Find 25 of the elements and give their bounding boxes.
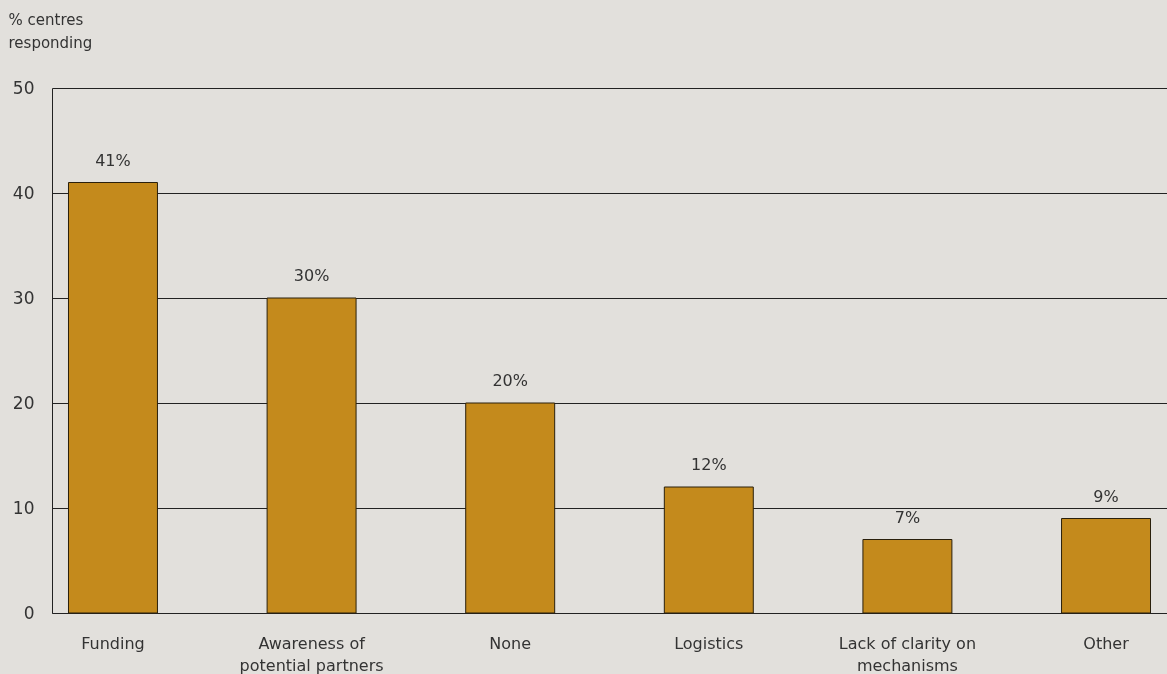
- x-tick-label: Other: [1083, 633, 1130, 653]
- data-label: 9%: [1093, 486, 1119, 506]
- data-label: 30%: [293, 266, 330, 285]
- x-tick-label: Lack of clarity on mechanisms: [838, 633, 977, 674]
- bar: [663, 486, 754, 614]
- bar: [1061, 518, 1152, 614]
- y-tick-label: 0: [23, 602, 35, 623]
- y-tick-label: 50: [12, 77, 35, 98]
- y-tick-label: 30: [12, 287, 35, 308]
- y-tick-label: 10: [12, 497, 35, 518]
- x-tick-label: Logistics: [674, 633, 744, 653]
- bar: [465, 402, 556, 614]
- y-axis-title: % centres responding: [8, 10, 93, 52]
- data-label: 12%: [691, 455, 727, 474]
- y-tick-label: 20: [12, 392, 35, 413]
- data-label: 7%: [894, 507, 921, 527]
- x-tick-label: Awareness of potential partners: [239, 633, 384, 674]
- x-tick-label: None: [489, 633, 532, 653]
- y-tick-label: 40: [12, 182, 35, 203]
- x-tick-label: Funding: [81, 633, 145, 653]
- data-label: 20%: [492, 371, 528, 390]
- bar: [862, 539, 953, 614]
- bar: [67, 182, 158, 614]
- bar: [266, 297, 357, 614]
- data-label: 41%: [95, 150, 131, 170]
